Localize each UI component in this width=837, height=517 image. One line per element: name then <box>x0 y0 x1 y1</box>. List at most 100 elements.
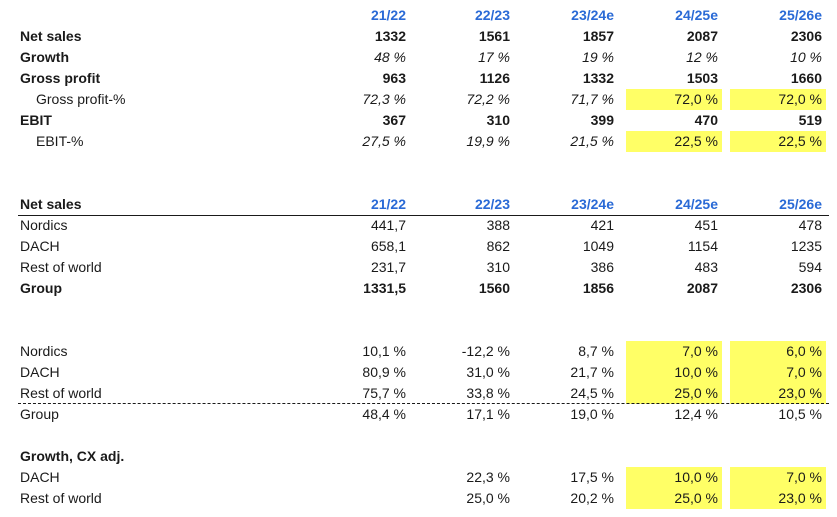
cell: 1561 <box>478 28 510 44</box>
row-label: EBIT <box>20 112 52 128</box>
cell: 1503 <box>686 70 718 86</box>
row-ebit-pct: EBIT-% 27,5 % 19,9 % 21,5 % 22,5 % 22,5 … <box>0 131 837 152</box>
row-ebit: EBIT 367 310 399 470 519 <box>0 110 837 131</box>
cell: 21,5 % <box>570 133 614 149</box>
cell: 421 <box>590 217 614 233</box>
cell: 483 <box>694 259 718 275</box>
row-label: DACH <box>20 238 60 254</box>
row-dach-sales: DACH 658,1 862 1049 1154 1235 <box>0 236 837 257</box>
cell: 963 <box>382 70 406 86</box>
row-nordics-growth: Nordics 10,1 % -12,2 % 8,7 % 7,0 % 6,0 % <box>0 341 837 362</box>
cell: 2087 <box>686 28 718 44</box>
row-label: Nordics <box>20 217 68 233</box>
row-label: DACH <box>20 364 60 380</box>
row-label: DACH <box>20 469 60 485</box>
cell: 8,7 % <box>578 343 614 359</box>
cell: 658,1 <box>370 238 406 254</box>
col-header-2425e: 24/25e <box>675 7 718 23</box>
row-label: Rest of world <box>20 385 102 401</box>
row-group-growth: Group 48,4 % 17,1 % 19,0 % 12,4 % 10,5 % <box>0 404 837 425</box>
row-gross-profit-pct: Gross profit-% 72,3 % 72,2 % 71,7 % 72,0… <box>0 89 837 110</box>
row-gross-profit: Gross profit 963 1126 1332 1503 1660 <box>0 68 837 89</box>
row-rest-of-world-growth: Rest of world 75,7 % 33,8 % 24,5 % 25,0 … <box>0 383 837 404</box>
cell: 2306 <box>790 28 822 44</box>
cell: 33,8 % <box>466 385 510 401</box>
row-label: Group <box>20 406 59 422</box>
cell: 10,1 % <box>362 343 406 359</box>
cell-highlighted: 72,0 % <box>730 89 826 110</box>
col-header-2526e: 25/26e <box>779 7 822 23</box>
cell-highlighted: 6,0 % <box>730 341 826 362</box>
row-nordics-sales: Nordics 441,7 388 421 451 478 <box>0 215 837 236</box>
col-header-2122: 21/22 <box>370 7 406 23</box>
col-header-2526e: 25/26e <box>779 196 822 212</box>
row-rest-of-world-sales: Rest of world 231,7 310 386 483 594 <box>0 257 837 278</box>
cell-highlighted: 22,5 % <box>730 131 826 152</box>
cell: 1126 <box>479 70 510 86</box>
cell: 48,4 % <box>362 406 406 422</box>
cell: 367 <box>382 112 406 128</box>
cell-highlighted: 25,0 % <box>626 488 722 509</box>
cell: 1235 <box>790 238 822 254</box>
cell-highlighted: 72,0 % <box>626 89 722 110</box>
cell-highlighted: 10,0 % <box>626 467 722 488</box>
row-dach-growth: DACH 80,9 % 31,0 % 21,7 % 10,0 % 7,0 % <box>0 362 837 383</box>
cell: 20,2 % <box>570 490 614 506</box>
cell <box>314 467 410 488</box>
cell: 478 <box>798 217 822 233</box>
table2-title: Net sales <box>20 196 82 212</box>
cell: 1332 <box>582 70 614 86</box>
col-header-2324e: 23/24e <box>571 7 614 23</box>
dashed-divider <box>18 403 829 404</box>
cell: 31,0 % <box>466 364 510 380</box>
cell: 386 <box>590 259 614 275</box>
cell: 19,0 % <box>570 406 614 422</box>
cell: 17,5 % <box>570 469 614 485</box>
table4-title: Growth, CX adj. <box>20 448 125 464</box>
cell: 22,3 % <box>466 469 510 485</box>
row-label: Gross profit-% <box>36 91 126 107</box>
cell: 12 % <box>686 49 718 65</box>
cell: 1049 <box>582 238 614 254</box>
col-header-2324e: 23/24e <box>571 196 614 212</box>
row-label: Growth <box>20 49 69 65</box>
cell: 399 <box>590 112 614 128</box>
cell-highlighted: 23,0 % <box>730 488 826 509</box>
table2-header-row: Net sales 21/22 22/23 23/24e 24/25e 25/2… <box>18 194 829 216</box>
col-header-2223: 22/23 <box>474 196 510 212</box>
cell: -12,2 % <box>461 343 510 359</box>
cell: 594 <box>798 259 822 275</box>
cell: 1154 <box>687 238 718 254</box>
cell: 19,9 % <box>466 133 510 149</box>
cell: 72,2 % <box>466 91 510 107</box>
cell: 519 <box>798 112 822 128</box>
col-header-2122: 21/22 <box>370 196 406 212</box>
cell: 2087 <box>686 280 718 296</box>
cell-highlighted: 22,5 % <box>626 131 722 152</box>
row-net-sales: Net sales 1332 1561 1857 2087 2306 <box>0 26 837 47</box>
cell: 27,5 % <box>362 133 406 149</box>
row-label: Rest of world <box>20 259 102 275</box>
cell: 231,7 <box>370 259 406 275</box>
cell: 19 % <box>582 49 614 65</box>
cell: 71,7 % <box>570 91 614 107</box>
cell: 72,3 % <box>362 91 406 107</box>
row-dach-cx-growth: DACH 22,3 % 17,5 % 10,0 % 7,0 % <box>0 467 837 488</box>
cell: 1332 <box>374 28 406 44</box>
cell: 21,7 % <box>570 364 614 380</box>
cell-highlighted: 7,0 % <box>626 341 722 362</box>
cell: 17 % <box>478 49 510 65</box>
cell: 10,5 % <box>778 406 822 422</box>
cell: 25,0 % <box>466 490 510 506</box>
table4-title-row: Growth, CX adj. <box>0 446 837 467</box>
cell: 1856 <box>582 280 614 296</box>
cell: 451 <box>694 217 718 233</box>
row-label: EBIT-% <box>36 133 84 149</box>
cell <box>314 488 410 509</box>
cell-highlighted: 7,0 % <box>730 362 826 383</box>
cell-highlighted: 10,0 % <box>626 362 722 383</box>
row-rest-of-world-cx-growth: Rest of world 25,0 % 20,2 % 25,0 % 23,0 … <box>0 488 837 509</box>
cell: 24,5 % <box>570 385 614 401</box>
row-label: Gross profit <box>20 70 101 86</box>
col-header-2223: 22/23 <box>474 7 510 23</box>
